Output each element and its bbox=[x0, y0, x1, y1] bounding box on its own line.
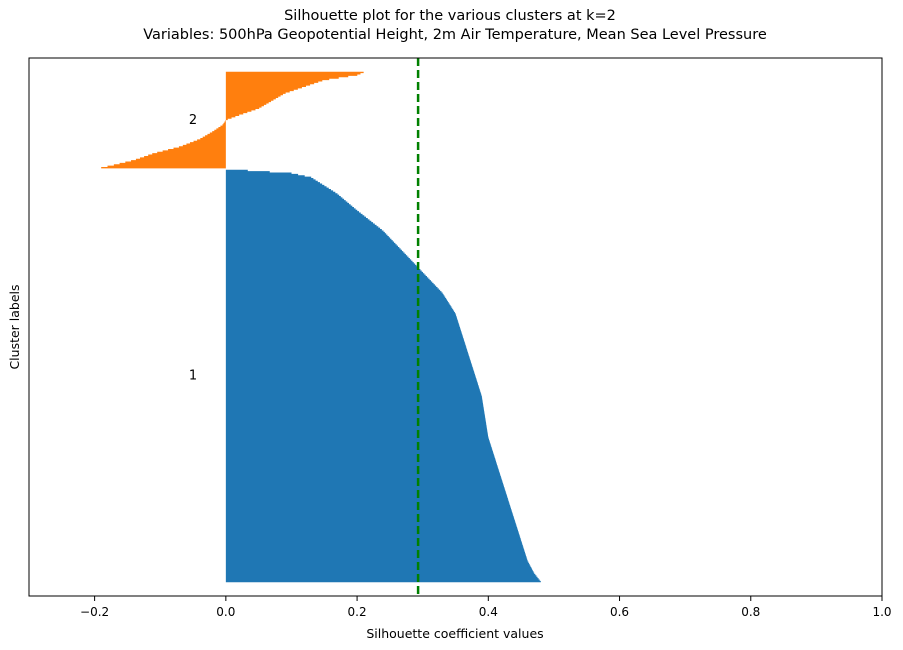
cluster-label-2: 2 bbox=[189, 113, 197, 128]
plot-area: 1 2 −0.2 0.0 0.2 0.4 0.6 0.8 1.0 bbox=[28, 57, 892, 619]
x-tick-label: 1.0 bbox=[872, 605, 891, 619]
cluster-1-silhouette bbox=[225, 168, 541, 583]
x-axis-label: Silhouette coefficient values bbox=[366, 626, 543, 641]
chart-subtitle: Variables: 500hPa Geopotential Height, 2… bbox=[143, 27, 767, 43]
x-tick-label: −0.2 bbox=[80, 605, 109, 619]
x-tick-label: 0.4 bbox=[479, 605, 498, 619]
y-axis-label: Cluster labels bbox=[7, 284, 22, 369]
x-tick-label: 0.6 bbox=[610, 605, 629, 619]
cluster-2-silhouette bbox=[101, 71, 364, 169]
plot-frame bbox=[28, 57, 883, 597]
cluster-label-1: 1 bbox=[189, 368, 197, 383]
x-tick-label: 0.8 bbox=[741, 605, 760, 619]
chart-title: Silhouette plot for the various clusters… bbox=[284, 8, 616, 24]
x-tick-label: 0.0 bbox=[216, 605, 235, 619]
x-tick-label: 0.2 bbox=[348, 605, 367, 619]
